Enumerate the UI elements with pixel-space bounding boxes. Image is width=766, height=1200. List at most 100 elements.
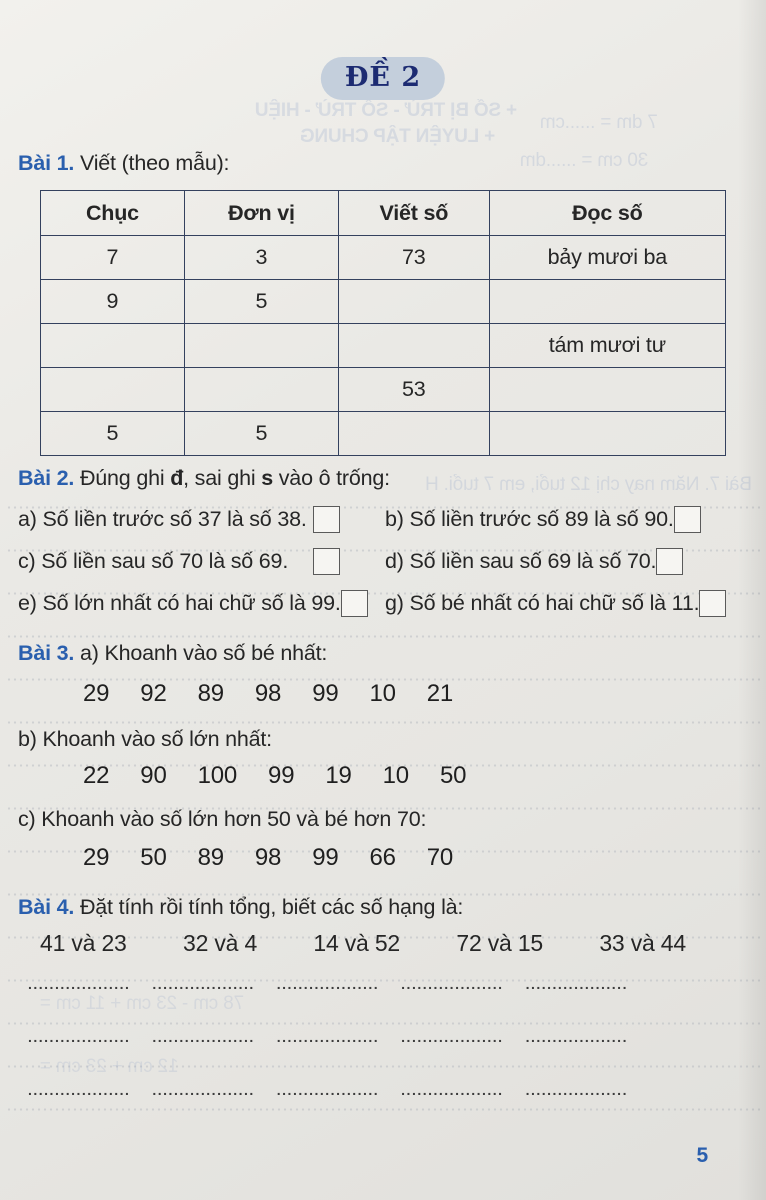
statement-text: c) Số liền sau số 70 là số 69. [18,549,289,573]
part-prompt: Khoanh vào số lớn nhất: [42,727,273,751]
table-row: 7 3 73 bảy mươi ba [40,235,727,280]
answer-blank[interactable]: ................... [28,1082,131,1098]
number-option[interactable]: 100 [197,762,238,789]
exercise-3c-heading: c) Khoanh vào số lớn hơn 50 và bé hơn 70… [18,807,426,832]
exercise-3-label: Bài 3. [18,641,75,665]
number-option[interactable]: 29 [83,844,110,871]
addend-pair: 41 và 23 [40,930,127,956]
number-option[interactable]: 50 [439,762,467,789]
number-row: 22 90 100 99 19 10 50 [83,762,466,790]
part-label: a) [79,641,99,665]
table-cell-blank[interactable] [337,323,490,368]
table-cell-blank[interactable] [337,279,490,324]
number-option[interactable]: 22 [83,762,110,789]
statement-text: e) Số lớn nhất có hai chữ số là 99. [18,591,341,615]
answer-blank[interactable]: ................... [276,976,380,992]
number-option[interactable]: 10 [382,762,409,789]
table-cell-blank[interactable] [40,367,185,412]
answer-blank[interactable]: ................... [525,1029,628,1045]
table-cell-blank[interactable] [40,323,185,368]
number-option[interactable]: 10 [369,680,396,707]
table-cell: 5 [183,411,339,456]
part-prompt: Khoanh vào số bé nhất: [104,641,328,665]
table-header-cell: Đọc số [488,190,727,236]
answer-blank[interactable]: ................... [152,976,255,992]
true-false-item: g) Số bé nhất có hai chữ số là 11. [385,590,727,617]
number-option[interactable]: 99 [312,844,339,871]
answer-blank[interactable]: ................... [152,1029,255,1045]
number-option[interactable]: 89 [197,680,224,707]
exercise-2-prompt: Đúng ghi [79,466,171,490]
part-label: c) [18,807,36,831]
exercise-1-label: Bài 1. [18,151,75,175]
answer-blank[interactable]: ................... [276,1082,380,1098]
table-cell-blank[interactable] [488,279,727,324]
answer-blank[interactable]: ................... [401,976,504,992]
table-row: 53 [40,367,727,412]
part-prompt: Khoanh vào số lớn hơn 50 và bé hơn 70: [41,807,427,831]
true-false-item: d) Số liền sau số 69 là số 70. [385,548,684,575]
answer-box[interactable] [340,590,368,617]
answer-box[interactable] [699,590,727,617]
ghost-text: + LUYỆN TẬP CHUNG [300,126,496,147]
table-cell-blank[interactable] [337,411,490,456]
number-option[interactable]: 29 [83,680,110,707]
answer-blank[interactable]: ................... [401,1082,504,1098]
table-header-row: Chục Đơn vị Viết số Đọc số [40,190,727,236]
exercise-4-heading: Bài 4. Đặt tính rồi tính tổng, biết các … [18,895,463,920]
statement-text: g) Số bé nhất có hai chữ số là 11. [385,591,700,615]
answer-box[interactable] [673,506,701,533]
answer-box[interactable] [656,548,684,575]
answer-blank[interactable]: ................... [525,976,628,992]
number-option[interactable]: 98 [254,680,282,707]
number-option[interactable]: 50 [140,844,167,871]
number-option[interactable]: 98 [254,844,282,871]
answer-blank-row: ................... ................... … [28,976,628,992]
answer-blank-row: ................... ................... … [28,1082,628,1098]
addend-pair: 72 và 15 [456,930,543,956]
number-option[interactable]: 66 [369,844,396,871]
table-cell: 9 [40,279,185,324]
place-value-table: Chục Đơn vị Viết số Đọc số 7 3 73 bảy mư… [40,190,727,456]
table-cell-blank[interactable] [183,367,339,412]
table-cell-blank[interactable] [488,367,727,412]
exercise-1-heading: Bài 1. Viết (theo mẫu): [18,151,230,176]
true-false-item: e) Số lớn nhất có hai chữ số là 99. [18,590,368,617]
table-cell-blank[interactable] [183,323,339,368]
number-option[interactable]: 70 [426,844,454,871]
page-number: 5 [696,1144,709,1167]
answer-blank[interactable]: ................... [152,1082,255,1098]
table-cell-blank[interactable] [488,411,727,456]
statement-text: a) Số liền trước số 37 là số 38. [18,507,307,531]
ghost-text: 7 dm = ......cm [540,112,658,133]
number-option[interactable]: 19 [325,762,352,789]
number-option[interactable]: 90 [140,762,167,789]
table-row: 5 5 [40,411,727,456]
table-row: tám mươi tư [40,323,727,368]
number-option[interactable]: 21 [426,680,454,707]
answer-blank[interactable]: ................... [276,1029,380,1045]
table-cell: 7 [40,235,185,280]
number-option[interactable]: 99 [268,762,295,789]
table-header-cell: Đơn vị [183,190,339,236]
table-header-cell: Viết số [337,190,490,236]
answer-blank[interactable]: ................... [401,1029,504,1045]
addend-pair: 14 và 52 [313,930,401,956]
number-option[interactable]: 89 [197,844,224,871]
answer-blank[interactable]: ................... [525,1082,628,1098]
answer-blank[interactable]: ................... [28,976,131,992]
number-option[interactable]: 92 [140,680,167,707]
answer-blank[interactable]: ................... [28,1029,131,1045]
exercise-4-label: Bài 4. [18,895,75,919]
statement-text: b) Số liền trước số 89 là số 90. [385,507,674,531]
part-label: b) [18,727,37,751]
table-cell: 3 [183,235,339,280]
table-header-cell: Chục [40,190,185,236]
true-false-item: a) Số liền trước số 37 là số 38. [18,506,340,533]
addend-pairs-row: 41 và 23 32 và 4 14 và 52 72 và 15 33 và… [40,930,686,957]
answer-box[interactable] [313,506,340,533]
answer-box[interactable] [313,548,340,575]
exercise-4-prompt: Đặt tính rồi tính tổng, biết các số hạng… [79,895,464,919]
number-option[interactable]: 99 [312,680,339,707]
